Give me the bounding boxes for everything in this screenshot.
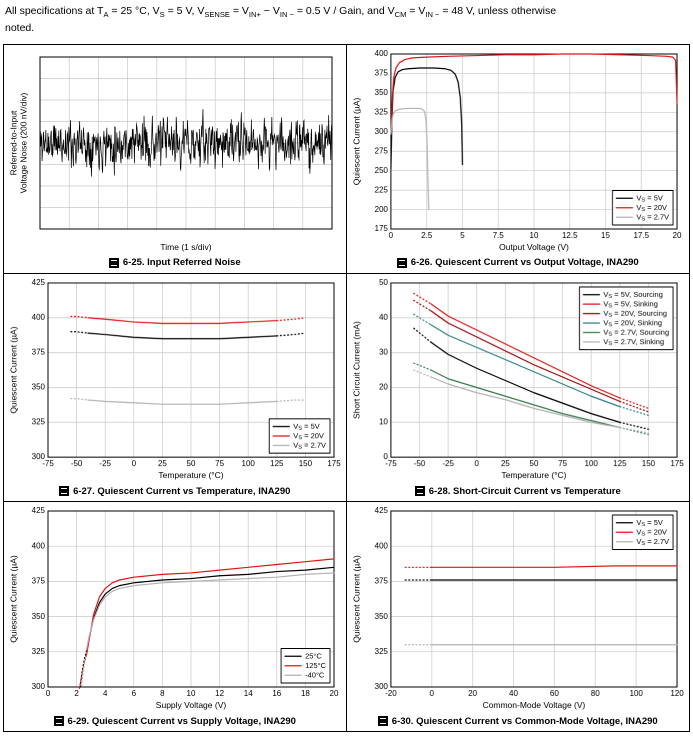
cell-quiescent-vs-supply-voltage: 6-29. Quiescent Current vs Supply Voltag… bbox=[4, 502, 347, 731]
cell-input-referred-noise: 6-25. Input Referred Noise bbox=[4, 45, 347, 274]
cell-quiescent-vs-temperature: 6-27. Quiescent Current vs Temperature, … bbox=[4, 273, 347, 503]
figure-caption-text-6-30: 6-30. Quiescent Current vs Common-Mode V… bbox=[391, 715, 658, 727]
figure-caption-6-25: 6-25. Input Referred Noise bbox=[6, 256, 344, 270]
chart-quiescent-vs-output-voltage bbox=[348, 47, 687, 256]
chart-input-referred-noise bbox=[6, 47, 344, 256]
figure-icon bbox=[414, 486, 425, 497]
chart-quiescent-vs-common-mode bbox=[348, 504, 687, 714]
figure-caption-6-30: 6-30. Quiescent Current vs Common-Mode V… bbox=[349, 714, 688, 728]
figure-caption-text-6-27: 6-27. Quiescent Current vs Temperature, … bbox=[73, 485, 291, 497]
figure-caption-6-27: 6-27. Quiescent Current vs Temperature, … bbox=[6, 484, 344, 498]
figure-icon bbox=[59, 486, 70, 497]
cell-quiescent-vs-output-voltage: 6-26. Quiescent Current vs Output Voltag… bbox=[346, 45, 689, 274]
cell-short-circuit-vs-temperature: 6-28. Short-Circuit Current vs Temperatu… bbox=[346, 273, 689, 503]
chart-short-circuit-vs-temperature bbox=[348, 275, 687, 485]
conditions-line1: All specifications at TA = 25 °C, VS = 5… bbox=[5, 5, 557, 20]
figure-caption-text-6-28: 6-28. Short-Circuit Current vs Temperatu… bbox=[428, 485, 621, 497]
conditions-note: All specifications at TA = 25 °C, VS = 5… bbox=[5, 4, 688, 36]
figures-grid: 6-25. Input Referred Noise 6-26. Quiesce… bbox=[3, 44, 690, 732]
conditions-line2: noted. bbox=[5, 22, 35, 35]
figure-icon bbox=[396, 257, 407, 268]
figure-caption-6-28: 6-28. Short-Circuit Current vs Temperatu… bbox=[349, 484, 688, 498]
figure-caption-text-6-29: 6-29. Quiescent Current vs Supply Voltag… bbox=[67, 715, 296, 727]
figure-caption-text-6-25: 6-25. Input Referred Noise bbox=[122, 257, 241, 269]
figure-caption-text-6-26: 6-26. Quiescent Current vs Output Voltag… bbox=[410, 257, 639, 269]
figure-icon bbox=[108, 257, 119, 268]
figure-caption-6-26: 6-26. Quiescent Current vs Output Voltag… bbox=[349, 256, 688, 270]
cell-quiescent-vs-common-mode: 6-30. Quiescent Current vs Common-Mode V… bbox=[346, 502, 689, 731]
chart-quiescent-vs-temperature bbox=[6, 275, 344, 485]
figure-icon bbox=[53, 716, 64, 726]
figure-icon bbox=[377, 716, 388, 726]
figure-caption-6-29: 6-29. Quiescent Current vs Supply Voltag… bbox=[6, 714, 344, 728]
chart-quiescent-vs-supply-voltage bbox=[6, 504, 344, 714]
